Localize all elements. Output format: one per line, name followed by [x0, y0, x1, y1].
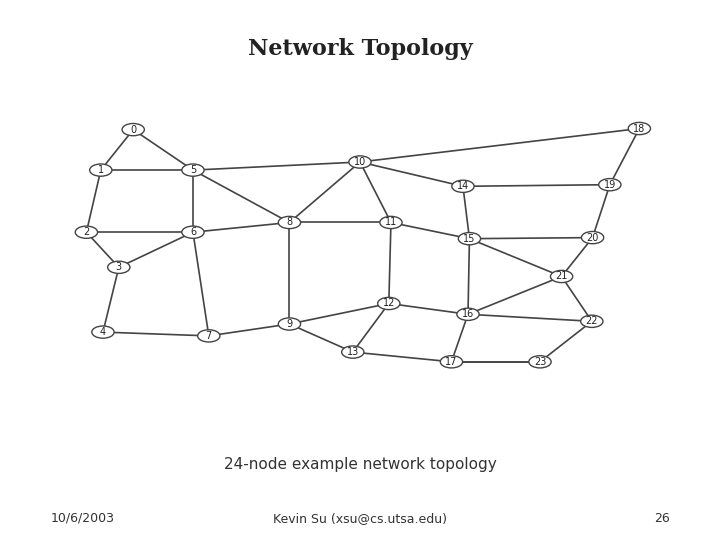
Text: Network Topology: Network Topology — [248, 38, 472, 59]
Circle shape — [182, 226, 204, 238]
Circle shape — [198, 330, 220, 342]
Text: 16: 16 — [462, 309, 474, 319]
Circle shape — [441, 356, 462, 368]
Circle shape — [279, 217, 300, 228]
Circle shape — [457, 308, 479, 320]
Text: 26: 26 — [654, 512, 670, 525]
Circle shape — [378, 298, 400, 309]
Text: 7: 7 — [206, 331, 212, 341]
Text: 22: 22 — [585, 316, 598, 326]
Text: 4: 4 — [100, 327, 106, 337]
Circle shape — [452, 180, 474, 192]
Circle shape — [581, 315, 603, 327]
Text: 6: 6 — [190, 227, 196, 237]
Text: 8: 8 — [287, 218, 292, 227]
Text: 21: 21 — [555, 272, 568, 281]
Text: 1: 1 — [98, 165, 104, 175]
Circle shape — [182, 164, 204, 176]
Text: 23: 23 — [534, 357, 546, 367]
Circle shape — [349, 156, 371, 168]
Text: 17: 17 — [445, 357, 458, 367]
Text: 15: 15 — [463, 234, 476, 244]
Text: 13: 13 — [346, 347, 359, 357]
Text: 5: 5 — [190, 165, 196, 175]
Circle shape — [599, 179, 621, 191]
Text: 14: 14 — [456, 181, 469, 191]
Text: 2: 2 — [84, 227, 89, 237]
Circle shape — [92, 326, 114, 338]
Text: 10/6/2003: 10/6/2003 — [50, 512, 114, 525]
Circle shape — [342, 346, 364, 358]
Circle shape — [582, 232, 603, 244]
Text: 9: 9 — [287, 319, 292, 329]
Circle shape — [380, 217, 402, 228]
Text: 3: 3 — [116, 262, 122, 272]
Text: 20: 20 — [586, 233, 599, 242]
Circle shape — [459, 233, 480, 245]
Text: 11: 11 — [384, 218, 397, 227]
Text: 0: 0 — [130, 125, 136, 134]
Circle shape — [529, 356, 551, 368]
Circle shape — [76, 226, 97, 238]
Text: 19: 19 — [603, 180, 616, 190]
Circle shape — [122, 124, 144, 136]
Text: 18: 18 — [633, 124, 646, 133]
Circle shape — [551, 271, 572, 282]
Text: Kevin Su (xsu@cs.utsa.edu): Kevin Su (xsu@cs.utsa.edu) — [273, 512, 447, 525]
Circle shape — [629, 123, 650, 134]
Text: 10: 10 — [354, 157, 366, 167]
Circle shape — [108, 261, 130, 273]
Text: 24-node example network topology: 24-node example network topology — [224, 457, 496, 472]
Circle shape — [90, 164, 112, 176]
Text: 12: 12 — [382, 299, 395, 308]
Circle shape — [279, 318, 300, 330]
